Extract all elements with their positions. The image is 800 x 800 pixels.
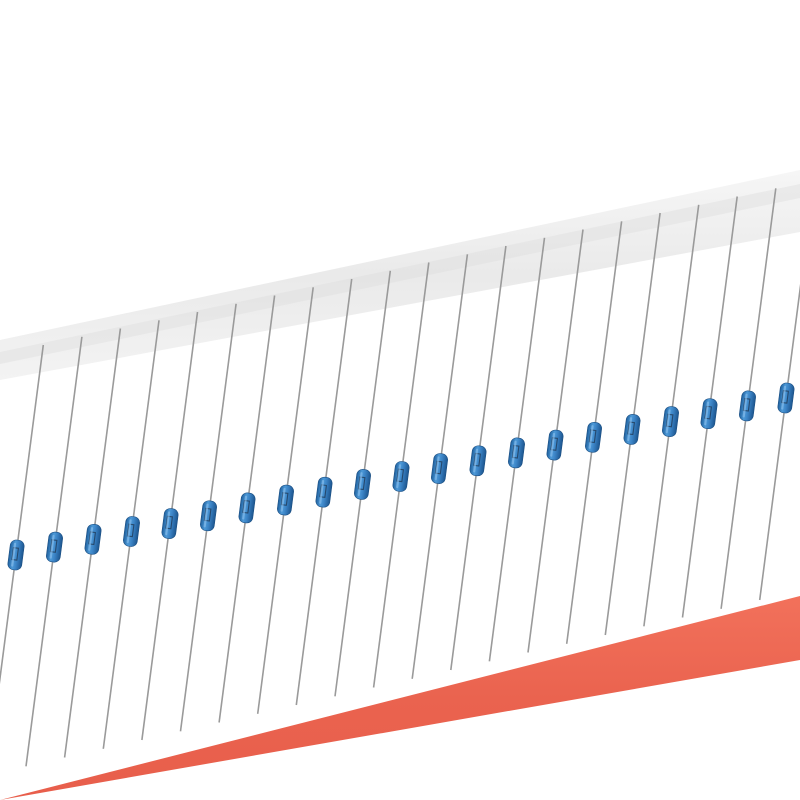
top-paper-tape <box>0 170 800 380</box>
resistor-body <box>700 398 718 430</box>
resistor-body <box>546 429 564 461</box>
resistor-body <box>123 516 140 547</box>
resistor-body <box>238 492 256 524</box>
resistor-body <box>623 414 641 445</box>
resistor-body <box>277 484 294 516</box>
resistor-body <box>315 476 333 508</box>
resistor-body <box>161 508 179 539</box>
resistor-body <box>662 406 679 437</box>
resistor-body <box>469 445 487 477</box>
resistor-body <box>46 531 63 563</box>
resistor-body <box>508 437 525 469</box>
resistor-body <box>431 453 448 484</box>
resistor-body <box>200 500 217 532</box>
resistor-body <box>585 421 602 453</box>
bottom-red-tape <box>0 596 800 800</box>
resistor-body <box>392 461 410 492</box>
resistor-bodies <box>7 382 795 571</box>
top-tape-fold-shadow <box>0 184 800 364</box>
resistor-body <box>7 539 25 571</box>
resistor-body <box>354 469 371 500</box>
resistor-body <box>777 382 795 414</box>
resistor-body <box>84 523 102 555</box>
resistor-body <box>739 390 756 422</box>
